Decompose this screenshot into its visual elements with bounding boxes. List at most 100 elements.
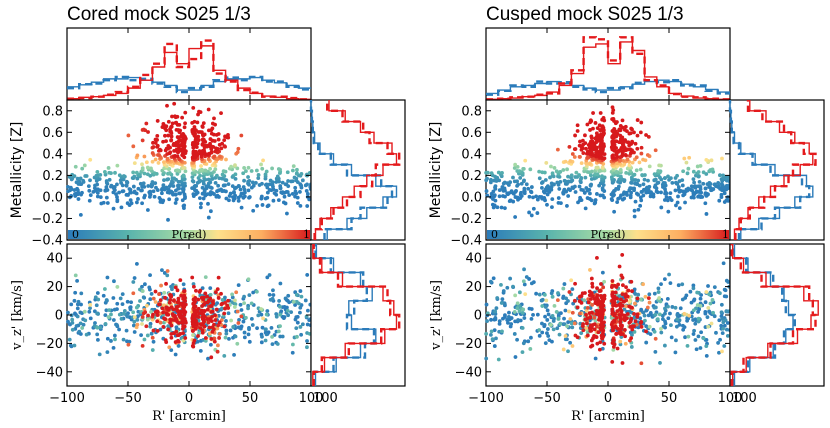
metallicity-point [558, 179, 563, 184]
velocity-point [572, 298, 577, 303]
velocity-point [171, 307, 176, 312]
metallicity-histogram-blue-dashed [309, 100, 394, 240]
velocity-point [132, 319, 137, 324]
velocity-point [488, 332, 493, 337]
metallicity-point [118, 178, 123, 183]
metallicity-point [173, 192, 178, 197]
metallicity-point [628, 131, 633, 136]
metallicity-point [140, 188, 144, 193]
metallicity-point [95, 182, 100, 187]
velocity-point [587, 311, 592, 316]
metallicity-point [78, 212, 83, 217]
velocity-point [150, 335, 155, 340]
velocity-point [305, 322, 310, 327]
velocity-point [259, 312, 264, 317]
velocity-point [299, 332, 304, 337]
velocity-point [622, 313, 627, 318]
metallicity-histogram [309, 99, 406, 241]
metallicity-point [105, 188, 110, 192]
velocity-point [277, 299, 282, 303]
metallicity-point [250, 180, 255, 185]
velocity-point [151, 339, 156, 344]
velocity-point [295, 320, 300, 325]
metallicity-point [264, 182, 269, 187]
velocity-point [79, 302, 83, 307]
metallicity-point [151, 145, 156, 149]
metallicity-point [131, 170, 136, 175]
metallicity-point [181, 165, 186, 170]
cusped-mock-figure: Cusped mock S025 1/30.80.60.40.20.0−0.2−… [428, 4, 825, 424]
metallicity-point [142, 193, 147, 198]
velocity-point [280, 334, 285, 339]
velocity-point [236, 325, 241, 330]
metallicity-point [140, 184, 145, 189]
metallicity-point [241, 185, 246, 189]
metallicity-point [67, 175, 72, 179]
metallicity-point [497, 194, 502, 199]
velocity-point [632, 330, 637, 334]
metallicity-point [621, 153, 625, 158]
metallicity-point [113, 170, 117, 175]
metallicity-point [652, 172, 657, 177]
metallicity-point [618, 168, 623, 172]
metallicity-point [704, 212, 709, 216]
metallicity-point [594, 131, 599, 136]
metallicity-point [243, 190, 247, 195]
velocity-point [148, 273, 152, 278]
velocity-point [722, 344, 727, 348]
velocity-point [118, 296, 123, 301]
metallicity-point [574, 170, 579, 175]
velocity-point [87, 309, 92, 314]
velocity-point [249, 316, 254, 321]
metallicity-point [490, 202, 495, 207]
metallicity-point [549, 181, 554, 186]
velocity-point [683, 335, 687, 340]
velocity-point [633, 301, 637, 306]
metallicity-point [214, 132, 219, 137]
velocity-point [692, 297, 697, 302]
velocity-point [290, 342, 295, 347]
metallicity-point [508, 180, 513, 185]
metallicity-point [703, 186, 708, 191]
velocity-point [203, 336, 208, 340]
metallicity-point [177, 191, 182, 196]
metallicity-point [627, 143, 632, 148]
velocity-point [202, 324, 207, 329]
metallicity-point [657, 163, 662, 168]
velocity-point [256, 313, 261, 318]
metallicity-point [622, 190, 627, 195]
velocity-point [610, 294, 615, 299]
metallicity-point [600, 186, 605, 191]
metallicity-point [208, 180, 213, 185]
metallicity-point [503, 206, 507, 211]
velocity-point [633, 319, 638, 324]
velocity-point [246, 306, 250, 311]
metallicity-point [102, 170, 107, 174]
velocity-point [113, 337, 117, 342]
velocity-point [527, 306, 532, 311]
metallicity-point [643, 173, 647, 177]
velocity-point [709, 321, 714, 326]
metallicity-point [235, 150, 240, 155]
velocity-point [289, 310, 294, 315]
velocity-point [506, 320, 510, 325]
metallicity-point [668, 191, 673, 196]
velocity-point [215, 287, 220, 292]
metallicity-point [172, 148, 176, 153]
velocity-point [208, 286, 213, 291]
metallicity-point [80, 190, 84, 195]
colorbar-gradient [68, 230, 310, 239]
velocity-point [109, 339, 113, 343]
metallicity-point [151, 189, 156, 194]
velocity-point [140, 344, 145, 348]
metallicity-point [694, 189, 699, 194]
velocity-point [192, 284, 196, 289]
velocity-point [717, 291, 722, 296]
metallicity-point [540, 170, 545, 175]
velocity-point [271, 293, 276, 297]
velocity-point [247, 327, 251, 332]
velocity-point [131, 280, 136, 284]
velocity-point [497, 321, 502, 326]
metallicity-point [621, 158, 626, 163]
metallicity-tick-label: 0.0 [42, 190, 63, 205]
